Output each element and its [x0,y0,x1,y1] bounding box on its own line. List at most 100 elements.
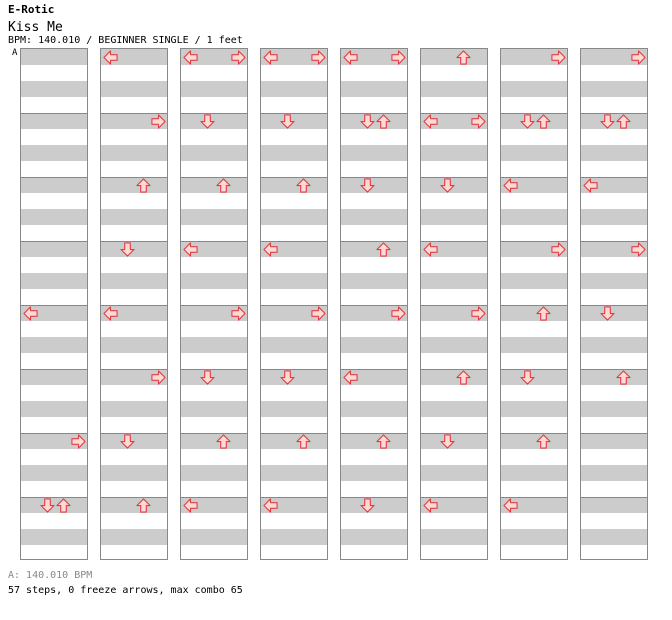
arrow-up-icon [616,114,631,129]
beat-band [341,209,407,225]
beat-band [21,433,87,449]
measure-line [501,305,567,306]
beat-band [581,49,647,65]
bpm-marker-label: A [12,48,18,58]
beat-band [181,401,247,417]
beat-band [261,177,327,193]
beat-band [501,49,567,65]
beat-band [21,145,87,161]
beat-band [21,305,87,321]
beat-band [101,497,167,513]
beat-band [21,401,87,417]
beat-band [261,465,327,481]
arrow-down-icon [440,434,455,449]
beat-band [421,81,487,97]
measure-line [421,305,487,306]
measure-line [341,369,407,370]
measure-line [341,433,407,434]
measure-line [261,433,327,434]
arrow-down-icon [280,370,295,385]
measure-line [181,433,247,434]
measure-line [501,369,567,370]
measure-line [421,241,487,242]
beat-band [501,209,567,225]
beat-band [261,49,327,65]
beat-band [181,49,247,65]
beat-band [421,273,487,289]
arrow-up-icon [56,498,71,513]
chart-info: BPM: 140.010 / BEGINNER SINGLE / 1 feet [8,35,243,46]
measure-line [181,241,247,242]
beat-band [341,433,407,449]
chart-column [20,48,88,560]
arrow-up-icon [136,178,151,193]
beat-band [181,273,247,289]
arrow-up-icon [536,306,551,321]
arrow-up-icon [376,242,391,257]
beat-band [101,369,167,385]
beat-band [421,529,487,545]
measure-line [21,113,87,114]
arrow-down-icon [520,114,535,129]
beat-band [581,433,647,449]
arrow-left-icon [503,178,518,193]
arrow-left-icon [183,50,198,65]
arrow-left-icon [583,178,598,193]
beat-band [421,401,487,417]
chart-column [580,48,648,560]
beat-band [181,145,247,161]
arrow-right-icon [551,242,566,257]
arrow-right-icon [311,50,326,65]
beat-band [341,337,407,353]
beat-band [421,145,487,161]
measure-line [261,177,327,178]
beat-band [501,241,567,257]
arrow-right-icon [151,370,166,385]
measure-line [421,369,487,370]
arrow-left-icon [343,50,358,65]
beat-band [501,145,567,161]
beat-band [261,81,327,97]
arrow-up-icon [136,498,151,513]
measure-line [581,241,647,242]
measure-line [21,305,87,306]
beat-band [421,305,487,321]
arrow-down-icon [440,178,455,193]
measure-line [101,433,167,434]
arrow-left-icon [183,242,198,257]
measure-line [341,177,407,178]
beat-band [501,273,567,289]
beat-band [341,241,407,257]
measure-line [261,305,327,306]
measure-line [581,113,647,114]
measure-line [581,433,647,434]
arrow-down-icon [280,114,295,129]
measure-line [261,241,327,242]
arrow-left-icon [423,242,438,257]
arrow-left-icon [263,498,278,513]
arrow-down-icon [200,114,215,129]
beat-band [501,497,567,513]
beat-band [181,305,247,321]
beat-band [261,305,327,321]
measure-line [21,433,87,434]
beat-band [21,241,87,257]
beat-band [421,49,487,65]
beat-band [501,401,567,417]
beat-band [101,113,167,129]
beat-band [341,49,407,65]
arrow-down-icon [120,434,135,449]
artist-name: E-Rotic [8,3,55,16]
beat-band [101,209,167,225]
arrow-right-icon [391,306,406,321]
arrow-up-icon [296,178,311,193]
measure-line [181,113,247,114]
arrow-right-icon [231,306,246,321]
beat-band [261,497,327,513]
measure-line [21,497,87,498]
beat-band [341,369,407,385]
measure-line [581,369,647,370]
beat-band [21,81,87,97]
beat-band [21,337,87,353]
measure-line [421,113,487,114]
